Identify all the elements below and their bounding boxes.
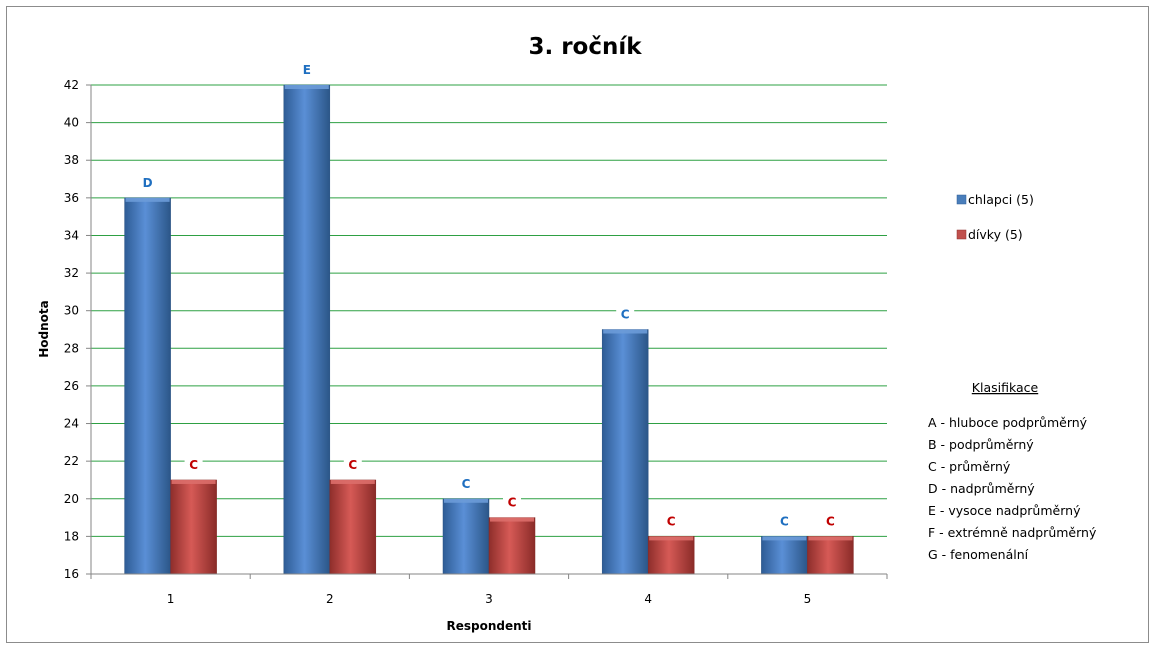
bars [124, 84, 854, 575]
y-tick-label: 32 [64, 266, 79, 280]
data-label: C [189, 458, 198, 472]
x-tick-label: 2 [326, 592, 334, 606]
y-axis-title: Hodnota [37, 300, 51, 358]
data-label-bg [343, 457, 362, 473]
bar-cap [603, 329, 648, 334]
y-tick-label: 16 [64, 567, 79, 581]
data-label-bg [457, 476, 475, 492]
classification-item-f: F - extrémně nadprůměrný [928, 525, 1097, 540]
bar [807, 536, 854, 575]
data-label-bg [662, 514, 681, 530]
classification-item-c: C - průměrný [928, 459, 1011, 474]
bar [283, 84, 331, 575]
classification-item-g: G - fenomenální [928, 547, 1029, 562]
data-label: C [348, 458, 357, 472]
y-tick-label: 26 [64, 379, 79, 393]
y-tick-label: 24 [64, 417, 79, 431]
gridlines [91, 84, 887, 537]
classification-title: Klasifikace [972, 380, 1039, 395]
bar-cap [762, 536, 807, 541]
x-tick-label: 4 [644, 592, 652, 606]
bar [442, 498, 490, 575]
data-label: C [780, 514, 789, 528]
legend: chlapci (5) dívky (5) [956, 192, 1034, 242]
data-label: C [826, 514, 835, 528]
bar-cap [490, 517, 534, 522]
y-tick-label: 36 [64, 191, 79, 205]
data-label: E [303, 63, 311, 77]
classification-item-b: B - podprůměrný [928, 437, 1034, 452]
data-label-bg [503, 495, 521, 511]
y-tick-label: 34 [64, 228, 79, 242]
y-tick-label: 22 [64, 454, 79, 468]
bar-cap [171, 479, 216, 484]
x-axis-title: Respondenti [446, 619, 531, 633]
data-label-bg [138, 175, 157, 191]
data-label-bg [775, 514, 794, 530]
data-label: C [667, 514, 676, 528]
data-label: C [621, 308, 630, 322]
y-tick-label: 38 [64, 153, 79, 167]
bar-cap [808, 536, 853, 541]
classification-item-d: D - nadprůměrný [928, 481, 1035, 496]
bar-cap [649, 536, 694, 541]
legend-swatch-chlapci [956, 194, 967, 205]
y-tick-label: 18 [64, 529, 79, 543]
data-label-bg [184, 457, 203, 473]
x-tick-label: 5 [804, 592, 812, 606]
classification-item-a: A - hluboce podprůměrný [928, 415, 1088, 430]
x-axis-ticks: 1 2 3 4 5 [90, 574, 888, 606]
bar [488, 517, 536, 575]
x-tick-label: 3 [485, 592, 493, 606]
chart-title: 3. ročník [528, 34, 642, 60]
y-tick-label: 42 [64, 78, 79, 92]
data-label-bg [297, 63, 316, 78]
bar [761, 536, 808, 575]
classification-box: Klasifikace A - hluboce podprůměrný B - … [928, 380, 1097, 562]
legend-swatch-divky [956, 229, 967, 240]
bar-cap [444, 498, 488, 503]
data-label: D [143, 176, 153, 190]
legend-label-chlapci: chlapci (5) [968, 192, 1034, 207]
y-tick-label: 20 [64, 492, 79, 506]
data-label-bg [821, 514, 840, 530]
y-tick-label: 40 [64, 116, 79, 130]
data-label-bg [616, 307, 635, 323]
data-labels: D C E C C C C C C C [138, 63, 840, 530]
y-axis-ticks: 16 18 20 22 24 26 28 30 32 34 36 38 40 42 [64, 78, 91, 581]
bar [170, 479, 217, 575]
data-label: C [508, 496, 517, 510]
x-tick-label: 1 [167, 592, 175, 606]
y-tick-label: 28 [64, 341, 79, 355]
bar [647, 536, 695, 575]
legend-label-divky: dívky (5) [968, 227, 1023, 242]
bar [601, 329, 649, 575]
classification-item-e: E - vysoce nadprůměrný [928, 503, 1081, 518]
data-label: C [462, 477, 471, 491]
bar-cap [125, 197, 170, 202]
bar [124, 197, 171, 575]
bar-cap [330, 479, 375, 484]
y-tick-label: 30 [64, 304, 79, 318]
bar [329, 479, 377, 575]
bar-cap [284, 85, 329, 89]
